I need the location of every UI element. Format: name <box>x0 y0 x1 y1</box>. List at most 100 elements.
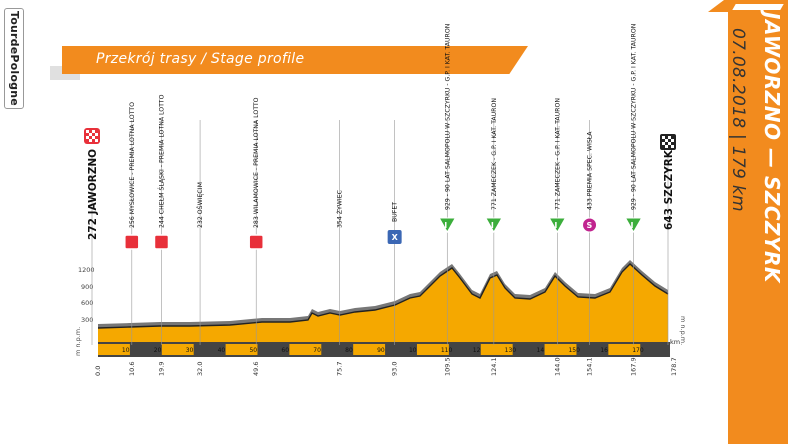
logo-area: TourdePologne <box>0 0 34 150</box>
waypoint-label: 283 WILAMOWICE - PREMIA LOTNA LOTTO <box>253 97 260 228</box>
stage-date-distance: 07.08.2018 | 179 km <box>728 28 748 212</box>
waypoint-km: 10.6 <box>128 362 136 376</box>
waypoint-label: 929 - 90 LAT SALMOPOLU W SZCZYRKU - G.P.… <box>631 23 638 210</box>
elevation-profile <box>97 260 669 342</box>
band-segment <box>480 344 513 355</box>
y-tick-900: 900 <box>81 283 93 291</box>
checker-cell <box>95 133 98 136</box>
profile-fill <box>98 264 668 342</box>
checker-cell <box>95 139 98 142</box>
band-tick-label: 50 <box>249 347 257 354</box>
y-unit-right: m n.p.m. <box>679 316 687 345</box>
x-unit: km <box>670 338 680 346</box>
stage-title: JAWORZNO — SZCZYRK <box>760 12 784 283</box>
band-tick-label: 10 <box>122 347 130 354</box>
checker-cell <box>86 136 89 139</box>
band-segment <box>98 344 130 355</box>
waypoint-label: 354 ŻYWIEC <box>334 190 343 228</box>
kom-icon <box>484 217 503 234</box>
checker-cell <box>662 136 665 139</box>
waypoint-label: 929 - 90 LAT SALMOPOLU W SZCZYRKU - G.P.… <box>444 23 451 210</box>
band-segment <box>353 344 386 355</box>
y-axis: 1200 900 600 300 m n.p.m. m n.p.m. <box>74 266 687 356</box>
finish-label: 643 SZCZYRK <box>663 149 675 230</box>
waypoint-km: 144.0 <box>553 357 561 376</box>
waypoint-label: 244 CHEŁM ŚLĄSKI - PREMIA LOTNA LOTTO <box>156 94 165 228</box>
checker-cell <box>665 139 668 142</box>
finish-marker: 643 SZCZYRK 178.7 <box>660 134 678 376</box>
waypoint-label: 232 OŚWIĘCIM <box>195 182 204 228</box>
stage-profile-chart: 1200 900 600 300 m n.p.m. m n.p.m. 10 20 3… <box>74 23 687 376</box>
finish-checks <box>662 136 674 148</box>
checker-cell <box>89 133 92 136</box>
band-segment <box>289 344 322 355</box>
band-tick-label: 30 <box>186 347 194 354</box>
band-tick-label: 80 <box>345 347 353 354</box>
feed-zone-icon <box>387 230 402 244</box>
icon-letter: I <box>491 221 494 230</box>
start-marker: 272 JAWORZNO 0.0 <box>84 128 102 376</box>
waypoint-km: 49.6 <box>252 362 260 376</box>
waypoint-km: 93.0 <box>391 362 399 376</box>
band-segment <box>225 344 258 355</box>
band-tick-label: 150 <box>568 347 580 354</box>
waypoint-km: 32.0 <box>196 362 204 376</box>
band-tick-label: 130 <box>505 347 517 354</box>
band-tick-label: 140 <box>537 347 549 354</box>
band-tick-label: 40 <box>218 347 226 354</box>
waypoint-km: 124.1 <box>490 357 498 376</box>
panel-stripe <box>732 4 784 10</box>
icon-letter: I <box>444 221 447 230</box>
start-label: 272 JAWORZNO <box>87 149 99 240</box>
waypoint-km: 19.9 <box>157 362 165 376</box>
checker-cell <box>665 145 668 148</box>
icon-letter: I <box>554 221 557 230</box>
band-tick-label: 120 <box>473 347 485 354</box>
start-km: 0.0 <box>94 366 102 376</box>
banner-title: Przekrój trasy / Stage profile <box>96 51 305 67</box>
checker-cell <box>671 145 674 148</box>
waypoint-label: 771 ZAMECZEK - G.P. I KAT. TAURON <box>491 98 498 210</box>
band-segment <box>608 344 641 355</box>
stage-side-panel <box>728 0 788 444</box>
band-tick-label: 60 <box>281 347 289 354</box>
band-segment <box>161 344 194 355</box>
y-tick-600: 600 <box>81 299 93 307</box>
band-tick-label: 90 <box>377 347 385 354</box>
sprint-icon <box>248 234 264 250</box>
checker-cell <box>89 139 92 142</box>
waypoint-label: 256 MYSŁOWICE - PREMIA LOTNA LOTTO <box>129 102 136 228</box>
checker-cell <box>671 139 674 142</box>
waypoint-label: BUFET <box>392 202 399 222</box>
checker-cell <box>92 130 95 133</box>
sprint-icon <box>153 234 170 250</box>
band-tick-label: 70 <box>313 347 321 354</box>
waypoint-km: 154.1 <box>586 357 594 376</box>
kom-icon <box>438 217 457 234</box>
stage-profile-banner <box>62 46 528 74</box>
waypoint-km: 75.7 <box>335 362 343 376</box>
band-segment <box>544 344 577 355</box>
tour-de-pologne-logo: TourdePologne <box>4 8 24 109</box>
special-sprint-icon <box>582 217 598 233</box>
checker-cell <box>86 130 89 133</box>
waypoint-label: 433 PREMIA SPEC. WISŁA <box>587 131 594 210</box>
waypoint-markers: 256 MYSŁOWICE - PREMIA LOTNA LOTTO 10.6 24… <box>124 23 643 376</box>
y-tick-1200: 1200 <box>78 266 95 274</box>
icon-letter: X <box>392 233 399 242</box>
sprint-icon <box>124 234 140 250</box>
band-tick-label: 100 <box>409 347 421 354</box>
y-unit-left: m n.p.m. <box>74 327 82 356</box>
finish-km: 178.7 <box>670 357 678 376</box>
band-segments: 10 20 30 40 50 60 70 80 90 100 110 120 130 140 150 160 1… <box>98 344 644 355</box>
band-segment <box>416 344 449 355</box>
checker-cell <box>668 142 671 145</box>
checker-cell <box>92 136 95 139</box>
kom-icon <box>624 217 643 234</box>
band-tick-label: 160 <box>600 347 612 354</box>
band-tick-label: 110 <box>441 347 453 354</box>
checker-cell <box>662 142 665 145</box>
icon-letter: S <box>587 221 593 230</box>
y-tick-300: 300 <box>81 316 93 324</box>
distance-band: 10 20 30 40 50 60 70 80 90 100 110 120 130 140 150 160 1… <box>98 338 680 357</box>
